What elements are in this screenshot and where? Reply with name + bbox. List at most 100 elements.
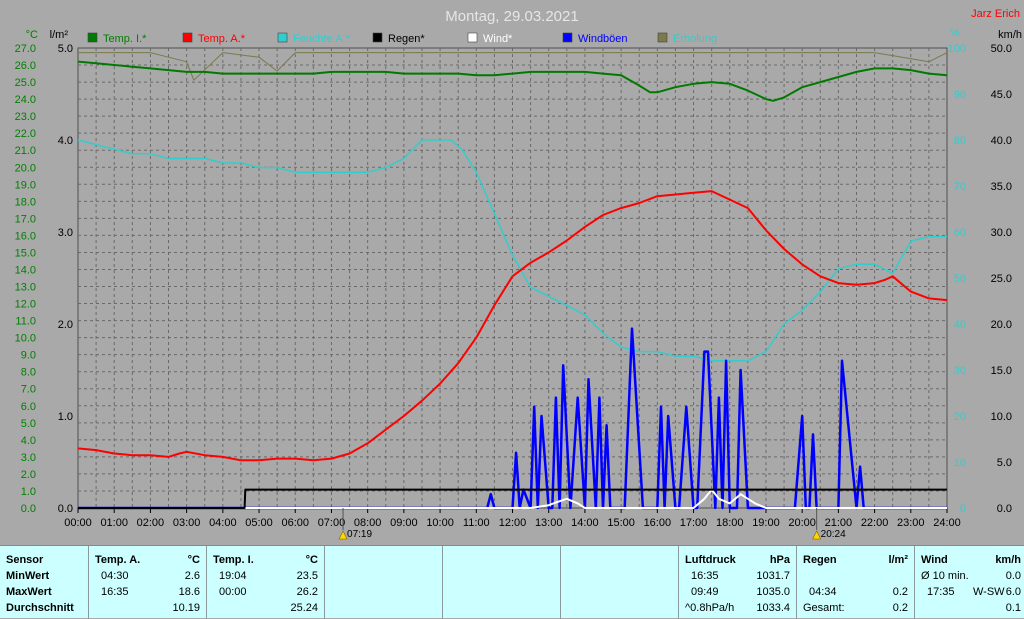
rain-tick-label: 3.0 (58, 227, 73, 239)
row-label-max: MaxWert (6, 586, 52, 598)
regen-total: 0.2 (892, 602, 908, 614)
x-tick-label: 19:00 (752, 517, 780, 529)
col-luftdruck: Luftdruck hPa 16:35 1031.7 09:49 1035.0 … (678, 546, 796, 619)
legend-label: Windböen (578, 33, 628, 45)
celsius-unit-label: °C (26, 29, 38, 41)
wind-avg-label: Ø 10 min. (921, 570, 969, 582)
wind-max-direction: W-SW (973, 586, 1005, 598)
sun-time-label: 07:19 (347, 529, 372, 540)
x-tick-label: 22:00 (861, 517, 889, 529)
percent-tick-label: 20 (954, 411, 966, 423)
x-tick-label: 15:00 (607, 517, 635, 529)
x-tick-label: 08:00 (354, 517, 382, 529)
x-tick-label: 16:00 (644, 517, 672, 529)
legend-label: Regen* (388, 33, 425, 45)
celsius-tick-label: 18.0 (15, 196, 36, 208)
celsius-tick-label: 17.0 (15, 213, 36, 225)
rain-tick-label: 4.0 (58, 135, 73, 147)
celsius-tick-label: 1.0 (21, 486, 36, 498)
x-tick-label: 18:00 (716, 517, 744, 529)
celsius-tick-label: 10.0 (15, 333, 36, 345)
chart-title: Montag, 29.03.2021 (445, 8, 578, 25)
celsius-tick-label: 2.0 (21, 469, 36, 481)
regen-total-label: Gesamt: (803, 602, 845, 614)
sun-time-label: 20:24 (821, 529, 846, 540)
series-line-wind (78, 488, 947, 509)
temp-i-avg: 25.24 (290, 602, 318, 614)
wind-unit: km/h (995, 554, 1021, 566)
luftdruck-max: 1035.0 (756, 586, 790, 598)
kmh-tick-label: 5.0 (997, 457, 1012, 469)
sensor-header: Sensor (6, 554, 44, 566)
x-tick-label: 01:00 (100, 517, 128, 529)
legend-label: Feuchte A.* (293, 33, 351, 45)
legend-swatch (562, 32, 573, 43)
celsius-tick-label: 19.0 (15, 179, 36, 191)
luftdruck-min: 1031.7 (756, 570, 790, 582)
wind-max-time: 17:35 (927, 586, 955, 598)
kmh-tick-label: 40.0 (991, 135, 1012, 147)
kmh-tick-label: 45.0 (991, 89, 1012, 101)
legend-label: Temp. A.* (198, 33, 246, 45)
temp-a-min-time: 04:30 (101, 570, 129, 582)
sun-icon (812, 530, 822, 540)
temp-i-max-time: 00:00 (219, 586, 247, 598)
regen-max: 0.2 (892, 586, 908, 598)
x-tick-label: 20:00 (788, 517, 816, 529)
percent-tick-label: 0 (960, 503, 966, 515)
luftdruck-trend: ^0.8hPa/h (685, 602, 735, 614)
celsius-tick-label: 7.0 (21, 384, 36, 396)
x-tick-label: 13:00 (535, 517, 563, 529)
rain-tick-label: 5.0 (58, 43, 73, 55)
wind-avg: 0.0 (1005, 570, 1021, 582)
series-line-erholung (78, 52, 948, 81)
x-tick-label: 00:00 (64, 517, 92, 529)
celsius-tick-label: 20.0 (15, 162, 36, 174)
celsius-tick-label: 9.0 (21, 350, 36, 362)
celsius-tick-label: 24.0 (15, 94, 36, 106)
x-tick-label: 23:00 (897, 517, 925, 529)
temp-i-min: 23.5 (296, 570, 318, 582)
percent-tick-label: 40 (954, 319, 966, 331)
temp-a-min: 2.6 (184, 570, 200, 582)
series-layer (77, 52, 948, 510)
luftdruck-min-time: 16:35 (691, 570, 719, 582)
temp-i-unit: °C (305, 554, 318, 566)
celsius-tick-label: 0.0 (21, 503, 36, 515)
celsius-tick-label: 14.0 (15, 264, 36, 276)
celsius-tick-label: 15.0 (15, 247, 36, 259)
celsius-tick-label: 5.0 (21, 418, 36, 430)
celsius-tick-label: 25.0 (15, 77, 36, 89)
temp-i-max: 26.2 (296, 586, 318, 598)
temp-i-header: Temp. I. (213, 554, 254, 566)
x-tick-label: 14:00 (571, 517, 599, 529)
kmh-tick-label: 35.0 (991, 181, 1012, 193)
kmh-unit-label: km/h (998, 29, 1022, 41)
temp-a-max-time: 16:35 (101, 586, 129, 598)
sun-icon (338, 530, 348, 540)
annotations: 07:19 20:24 (338, 508, 846, 540)
celsius-tick-label: 13.0 (15, 282, 36, 294)
series-line-feuchte-a (77, 139, 947, 362)
rain-tick-label: 0.0 (58, 503, 73, 515)
x-tick-label: 04:00 (209, 517, 237, 529)
kmh-tick-label: 50.0 (991, 43, 1012, 55)
percent-unit-label: % (950, 27, 960, 39)
kmh-tick-label: 20.0 (991, 319, 1012, 331)
col-empty-2 (442, 546, 560, 619)
legend-swatch (372, 32, 383, 43)
axes: 00:00 01:00 02:00 03:00 04:00 05:00 06:00 07:00… (15, 27, 1022, 529)
legend-swatch (182, 32, 193, 43)
statistics-table: Sensor MinWert MaxWert Durchschnitt Temp… (0, 545, 1024, 619)
kmh-tick-label: 0.0 (997, 503, 1012, 515)
rain-tick-label: 2.0 (58, 319, 73, 331)
percent-tick-label: 80 (954, 135, 966, 147)
kmh-tick-label: 25.0 (991, 273, 1012, 285)
series-line-temp-i (77, 60, 948, 102)
celsius-tick-label: 23.0 (15, 111, 36, 123)
series-line-temp-a (77, 190, 948, 462)
celsius-tick-label: 26.0 (15, 60, 36, 72)
col-wind: Wind km/h Ø 10 min. 0.0 17:35 W-SW 6.0 0… (914, 546, 1024, 619)
x-tick-label: 03:00 (173, 517, 201, 529)
legend-label: Temp. I.* (103, 33, 147, 45)
